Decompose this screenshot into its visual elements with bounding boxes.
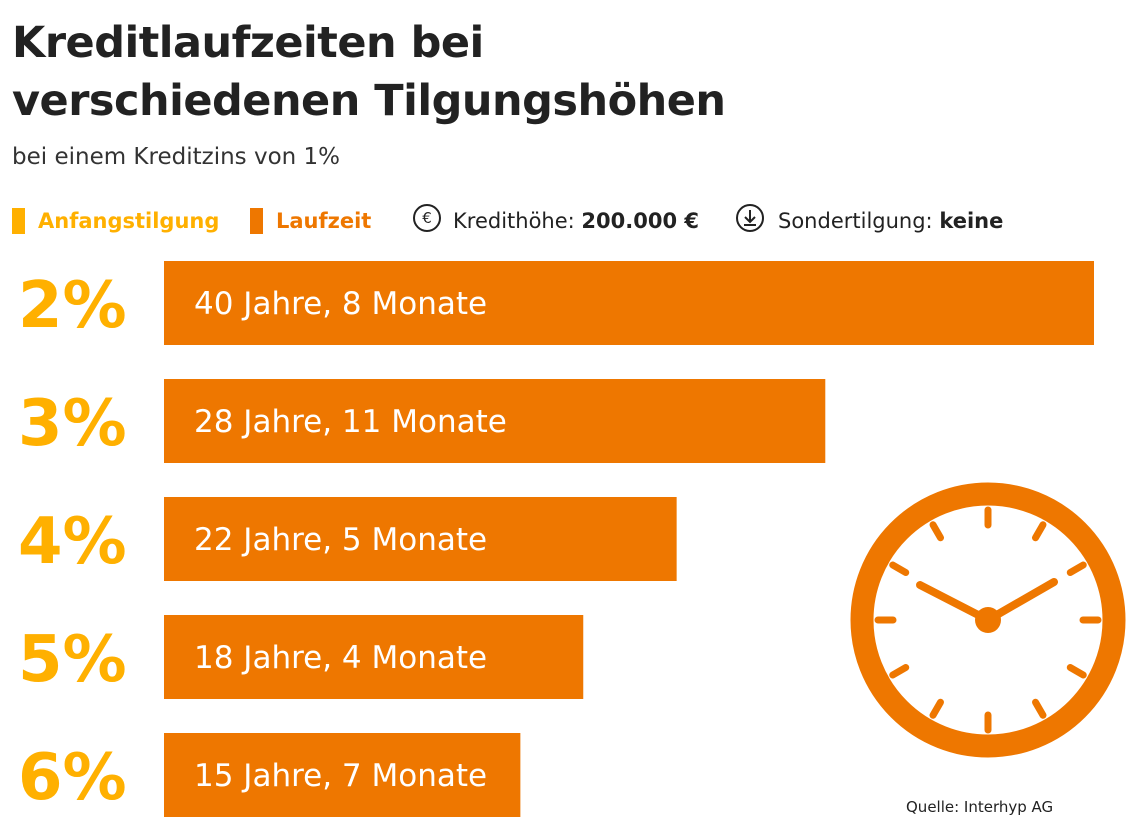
bar-3 <box>164 497 677 581</box>
title-line-2: verschiedenen Tilgungshöhen <box>12 76 726 126</box>
bar-label-4: 18 Jahre, 4 Monate <box>194 640 487 676</box>
category-label-5: 6% <box>18 741 127 815</box>
title-line-1: Kreditlaufzeiten bei <box>12 18 484 68</box>
legend-label-laufzeit: Laufzeit <box>276 209 372 233</box>
legend: Anfangstilgung Laufzeit € Kredithöhe: 20… <box>0 196 1144 246</box>
bar-label-2: 28 Jahre, 11 Monate <box>194 404 507 440</box>
chart-subtitle: bei einem Kreditzins von 1% <box>12 144 341 170</box>
bar-1 <box>164 261 1094 345</box>
kredithoehe-value: 200.000 € <box>581 209 699 233</box>
bar-label-5: 15 Jahre, 7 Monate <box>194 758 487 794</box>
download-circle-icon <box>736 204 764 232</box>
chart-title: Kreditlaufzeiten bei verschiedenen Tilgu… <box>12 14 726 130</box>
legend-swatch-laufzeit <box>250 208 263 234</box>
sondertilgung-info: Sondertilgung: keine <box>778 206 1003 236</box>
category-label-2: 3% <box>18 387 127 461</box>
legend-swatch-anfangstilgung <box>12 208 25 234</box>
category-label-1: 2% <box>18 269 127 343</box>
kredithoehe-label: Kredithöhe: <box>453 209 575 233</box>
sondertilgung-label: Sondertilgung: <box>778 209 933 233</box>
bar-4 <box>164 615 584 699</box>
bar-label-3: 22 Jahre, 5 Monate <box>194 522 487 558</box>
kredithoehe-info: Kredithöhe: 200.000 € <box>453 206 699 236</box>
bar-label-1: 40 Jahre, 8 Monate <box>194 286 487 322</box>
sondertilgung-value: keine <box>939 209 1004 233</box>
bar-2 <box>164 379 826 463</box>
category-label-3: 4% <box>18 505 127 579</box>
category-label-4: 5% <box>18 623 127 697</box>
euro-circle-icon: € <box>413 204 441 232</box>
clock-icon <box>850 482 1126 758</box>
bar-chart: 40 Jahre, 8 Monate 2% 28 Jahre, 11 Monate 3… <box>18 261 1094 817</box>
source-note: Quelle: Interhyp AG <box>906 798 1054 816</box>
legend-label-anfangstilgung: Anfangstilgung <box>38 209 220 233</box>
bar-5 <box>164 733 521 817</box>
